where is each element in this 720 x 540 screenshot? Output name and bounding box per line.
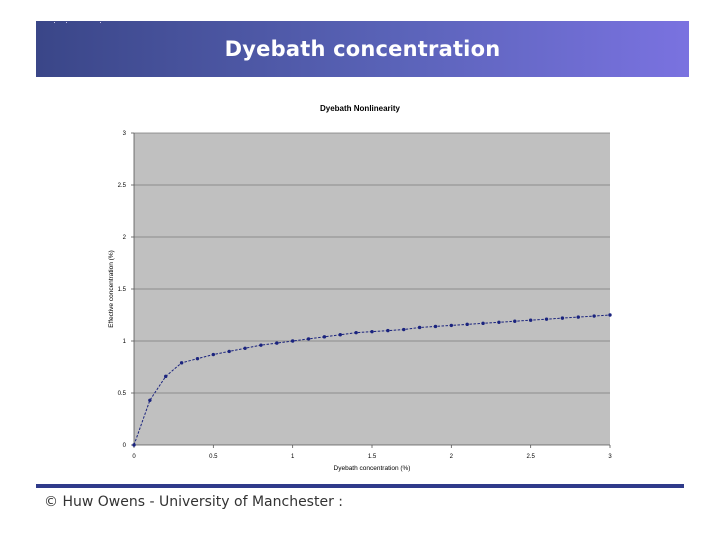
data-point xyxy=(608,313,612,317)
x-tick-label: 0.5 xyxy=(209,454,218,460)
data-point xyxy=(560,316,565,320)
tick-labels: 0 0.5 1 1.5 2 2.5 3 0 0.5 1 1.5 2 2.5 3 xyxy=(118,131,613,460)
chart-title: Dyebath Nonlinearity xyxy=(320,104,401,113)
data-point xyxy=(195,356,200,361)
data-point xyxy=(370,329,374,334)
y-tick-label: 0.5 xyxy=(118,391,127,397)
data-point xyxy=(132,443,136,447)
data-point xyxy=(386,328,390,333)
x-axis-label: Dyebath concentration (%) xyxy=(334,465,411,472)
data-point xyxy=(417,325,422,330)
x-tick-label: 0 xyxy=(132,454,136,460)
data-point xyxy=(544,317,549,321)
data-point xyxy=(243,346,247,350)
x-tick-label: 2.5 xyxy=(526,454,535,460)
y-tick-label: 2.5 xyxy=(118,183,127,189)
footer-text: © Huw Owens - University of Manchester : xyxy=(44,494,344,510)
data-point xyxy=(148,398,152,402)
data-point xyxy=(259,343,263,347)
series-layer xyxy=(132,313,612,447)
footer-divider xyxy=(36,484,684,488)
data-point xyxy=(433,324,438,329)
y-tick-label: 1 xyxy=(123,339,127,345)
slide-title: Dyebath concentration xyxy=(224,37,501,61)
x-tick-label: 1.5 xyxy=(368,454,377,460)
y-tick-label: 0 xyxy=(123,443,127,449)
data-point xyxy=(465,322,469,327)
data-point xyxy=(179,361,184,365)
slide-title-bar: Dyebath concentration xyxy=(36,21,689,77)
data-point xyxy=(592,314,596,318)
x-tick-label: 3 xyxy=(608,454,612,460)
data-point xyxy=(290,339,295,343)
y-axis-label: Effective concentration (%) xyxy=(108,250,115,328)
data-point xyxy=(449,323,454,328)
axes xyxy=(131,132,611,448)
y-tick-label: 1.5 xyxy=(118,287,127,293)
x-tick-label: 2 xyxy=(450,454,454,460)
data-point xyxy=(354,330,358,335)
x-tick-label: 1 xyxy=(291,454,295,460)
data-point xyxy=(275,341,279,345)
data-point xyxy=(211,352,216,357)
data-point xyxy=(497,320,501,324)
data-point xyxy=(528,318,533,322)
data-point xyxy=(164,374,168,379)
y-tick-label: 2 xyxy=(123,235,127,241)
data-point xyxy=(338,333,342,337)
data-point xyxy=(481,321,485,326)
grid-lines xyxy=(134,132,610,394)
data-point xyxy=(306,337,311,341)
data-point xyxy=(576,315,580,319)
decorative-ticks xyxy=(54,22,101,23)
y-tick-label: 3 xyxy=(123,131,127,137)
data-point xyxy=(227,349,231,354)
data-point xyxy=(322,335,327,339)
data-point xyxy=(402,327,406,332)
data-point xyxy=(513,319,517,323)
